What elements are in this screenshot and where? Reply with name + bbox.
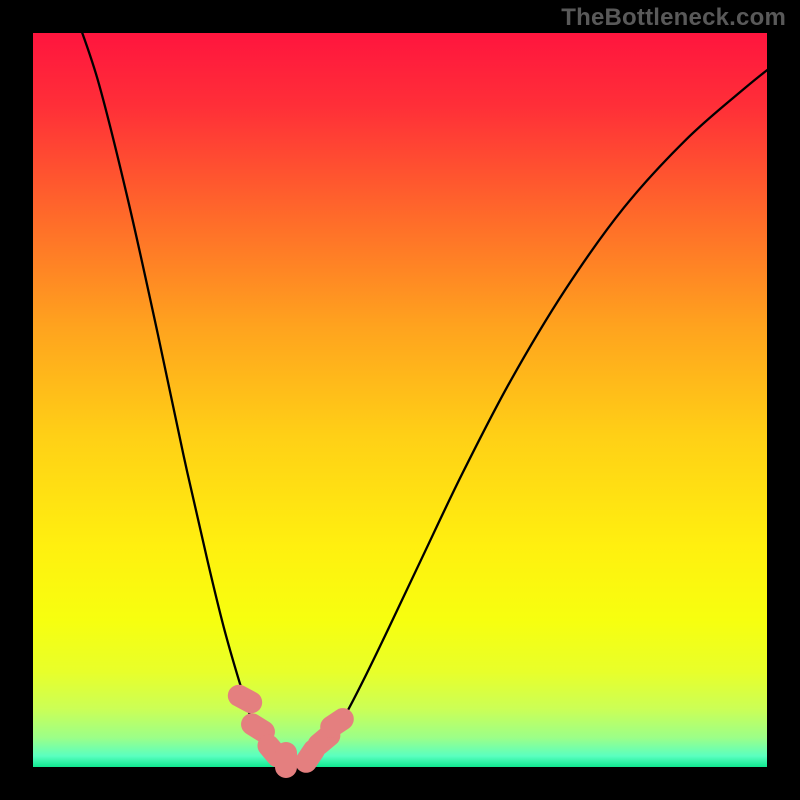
optimal-marker bbox=[224, 681, 266, 717]
plot-area bbox=[33, 33, 767, 767]
source-watermark: TheBottleneck.com bbox=[561, 4, 786, 32]
chart-frame: TheBottleneck.com bbox=[0, 0, 800, 800]
bottleneck-curve bbox=[33, 33, 767, 767]
curve-path bbox=[77, 33, 767, 766]
